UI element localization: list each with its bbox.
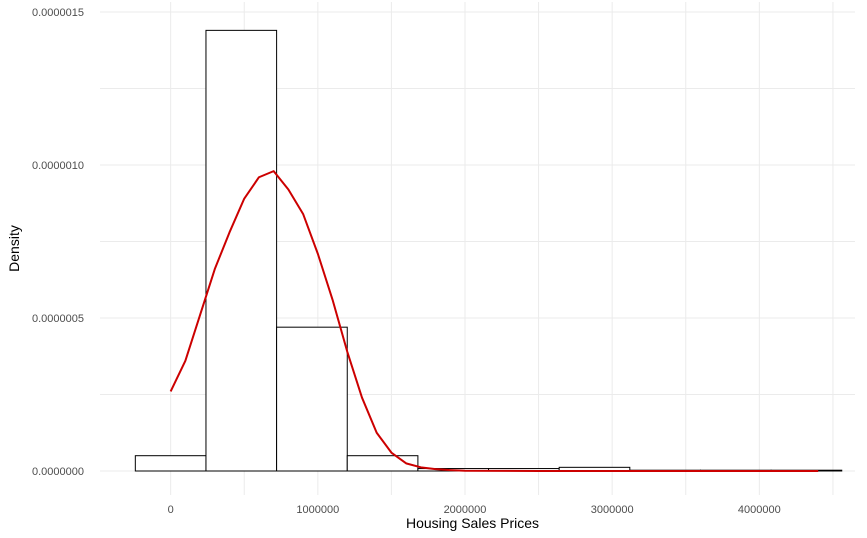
x-axis-title: Housing Sales Prices <box>406 515 539 531</box>
y-tick-label: 0.0000010 <box>32 160 84 172</box>
y-tick-label: 0.0000015 <box>32 7 84 19</box>
histogram-bar-0 <box>134 455 207 472</box>
y-axis-title: Density <box>6 225 22 272</box>
histogram-bar-1 <box>205 29 278 472</box>
x-tick-label: 0 <box>168 504 174 516</box>
density-curve-layer <box>169 170 819 472</box>
y-tick-label: 0.0000005 <box>32 313 84 325</box>
tick-labels-layer: 0 1000000 2000000 3000000 4000000 0.0000000 0.… <box>32 7 781 516</box>
x-tick-label: 2000000 <box>444 504 487 516</box>
y-tick-label: 0.0000000 <box>32 466 84 478</box>
x-tick-label: 3000000 <box>591 504 634 516</box>
histogram-bar-2 <box>276 326 348 472</box>
density-curve-line <box>169 170 819 472</box>
x-tick-label: 1000000 <box>296 504 339 516</box>
bars-layer <box>134 29 843 472</box>
x-tick-label: 4000000 <box>738 504 781 516</box>
